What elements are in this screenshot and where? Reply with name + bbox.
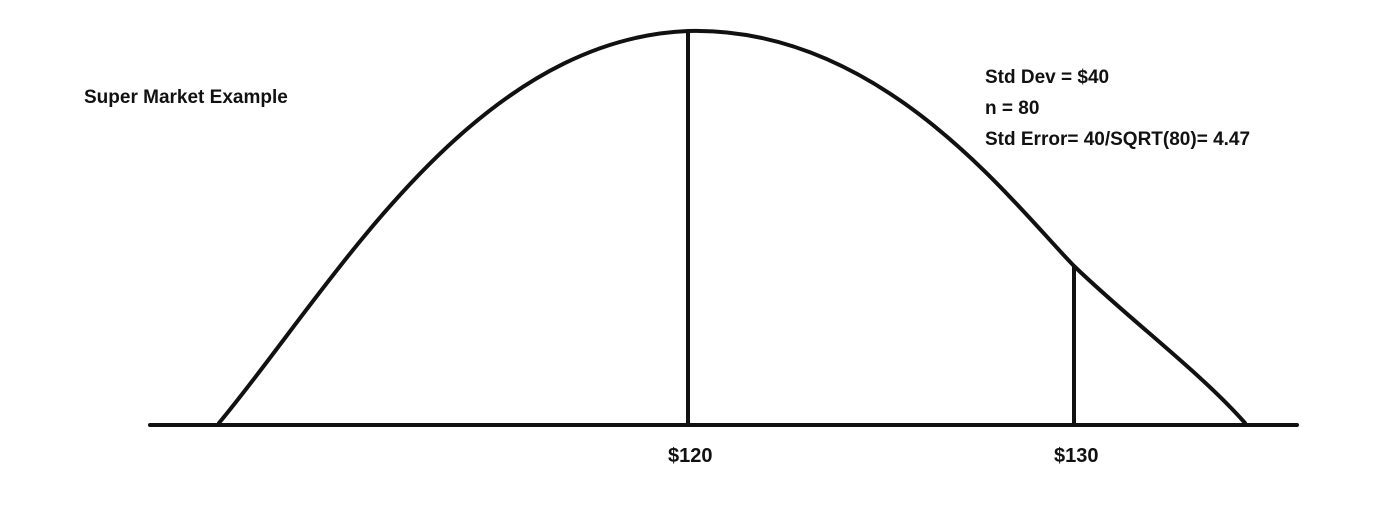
tick-label-mean: $120: [668, 445, 713, 467]
tick-label-value: $130: [1054, 445, 1099, 467]
sample-size-text: n = 80: [985, 98, 1040, 119]
diagram-title: Super Market Example: [84, 87, 288, 108]
stats-block: Std Dev = $40 n = 80 Std Error= 40/SQRT(…: [985, 62, 1250, 155]
bell-curve: [217, 28, 1247, 425]
std-error-text: Std Error= 40/SQRT(80)= 4.47: [985, 129, 1251, 150]
std-dev-text: Std Dev = $40: [985, 67, 1110, 88]
